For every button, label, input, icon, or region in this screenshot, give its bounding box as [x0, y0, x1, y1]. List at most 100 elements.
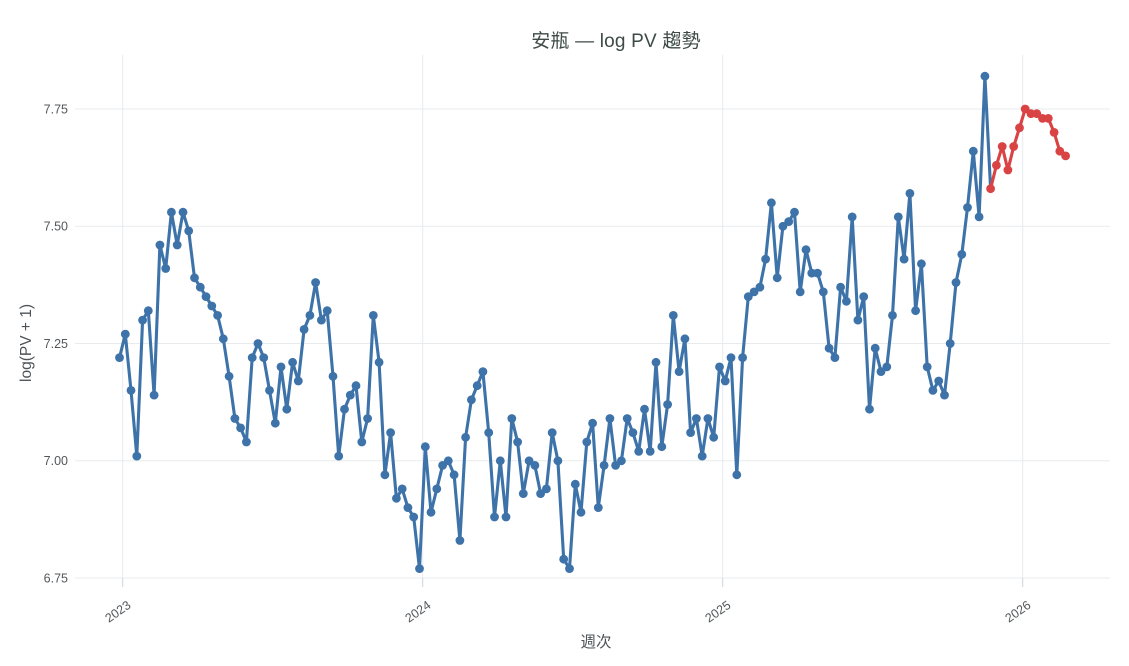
actual-data-point[interactable]: [195, 282, 205, 292]
actual-data-point[interactable]: [657, 442, 667, 452]
actual-data-point[interactable]: [715, 362, 724, 372]
forecast-data-point[interactable]: [986, 184, 995, 194]
actual-data-point[interactable]: [720, 376, 730, 386]
actual-data-point[interactable]: [403, 503, 413, 512]
actual-data-point[interactable]: [588, 418, 597, 428]
actual-data-point[interactable]: [790, 207, 799, 217]
actual-data-point[interactable]: [449, 470, 459, 480]
actual-data-point[interactable]: [115, 353, 124, 362]
actual-data-point[interactable]: [530, 461, 540, 470]
actual-data-point[interactable]: [149, 390, 159, 400]
actual-data-point[interactable]: [865, 404, 874, 414]
actual-data-point[interactable]: [363, 414, 372, 423]
actual-data-point[interactable]: [455, 536, 465, 545]
actual-data-point[interactable]: [559, 554, 569, 564]
actual-data-point[interactable]: [836, 282, 845, 292]
actual-data-point[interactable]: [317, 315, 326, 325]
forecast-data-point[interactable]: [1003, 165, 1013, 175]
actual-data-point[interactable]: [726, 353, 736, 362]
actual-data-point[interactable]: [478, 367, 488, 376]
actual-data-point[interactable]: [167, 207, 176, 217]
actual-data-point[interactable]: [761, 254, 770, 264]
actual-data-point[interactable]: [490, 512, 499, 522]
actual-data-point[interactable]: [893, 212, 903, 222]
actual-data-point[interactable]: [599, 461, 609, 470]
actual-data-point[interactable]: [299, 325, 309, 334]
actual-data-point[interactable]: [161, 264, 171, 273]
actual-data-point[interactable]: [230, 414, 240, 423]
actual-data-point[interactable]: [911, 306, 920, 316]
actual-data-point[interactable]: [305, 311, 315, 320]
actual-data-point[interactable]: [732, 470, 742, 480]
actual-data-point[interactable]: [593, 503, 603, 512]
actual-data-point[interactable]: [692, 414, 701, 423]
actual-data-point[interactable]: [674, 367, 684, 376]
actual-data-point[interactable]: [818, 287, 828, 297]
actual-data-point[interactable]: [767, 198, 776, 208]
actual-data-point[interactable]: [265, 386, 274, 395]
actual-data-point[interactable]: [772, 273, 782, 283]
actual-data-point[interactable]: [968, 146, 978, 156]
actual-data-point[interactable]: [132, 451, 142, 461]
actual-data-point[interactable]: [334, 451, 344, 461]
actual-data-point[interactable]: [576, 507, 586, 517]
actual-data-point[interactable]: [801, 245, 811, 255]
actual-data-point[interactable]: [426, 507, 436, 517]
actual-data-point[interactable]: [374, 357, 384, 367]
actual-data-point[interactable]: [259, 353, 269, 362]
actual-data-point[interactable]: [963, 203, 972, 212]
actual-data-point[interactable]: [507, 414, 517, 423]
actual-data-point[interactable]: [392, 493, 401, 503]
forecast-data-point[interactable]: [1009, 142, 1019, 151]
actual-data-point[interactable]: [340, 404, 349, 414]
actual-data-point[interactable]: [553, 456, 563, 466]
actual-data-point[interactable]: [709, 432, 719, 442]
actual-data-point[interactable]: [236, 423, 246, 433]
actual-data-point[interactable]: [703, 414, 713, 423]
actual-data-point[interactable]: [853, 315, 863, 325]
actual-data-point[interactable]: [247, 353, 257, 362]
actual-data-point[interactable]: [242, 437, 251, 447]
actual-data-point[interactable]: [357, 437, 367, 447]
actual-data-point[interactable]: [270, 418, 280, 428]
actual-data-point[interactable]: [542, 484, 551, 494]
actual-data-point[interactable]: [253, 339, 263, 348]
actual-data-point[interactable]: [420, 442, 430, 452]
actual-data-point[interactable]: [830, 353, 840, 362]
forecast-data-point[interactable]: [1049, 127, 1059, 137]
actual-data-point[interactable]: [518, 489, 528, 498]
actual-data-point[interactable]: [368, 311, 378, 320]
forecast-data-point[interactable]: [1061, 151, 1070, 161]
actual-data-point[interactable]: [888, 311, 897, 320]
actual-data-point[interactable]: [282, 404, 292, 414]
actual-data-point[interactable]: [207, 301, 217, 311]
actual-data-point[interactable]: [859, 292, 869, 301]
actual-data-point[interactable]: [224, 371, 234, 381]
actual-data-point[interactable]: [882, 362, 892, 372]
actual-data-point[interactable]: [663, 400, 672, 409]
actual-data-point[interactable]: [622, 414, 632, 423]
actual-data-point[interactable]: [495, 456, 505, 466]
actual-data-point[interactable]: [668, 311, 678, 320]
actual-data-point[interactable]: [905, 189, 915, 198]
actual-data-point[interactable]: [328, 371, 338, 381]
actual-data-point[interactable]: [824, 343, 834, 353]
actual-data-point[interactable]: [842, 296, 851, 306]
actual-data-point[interactable]: [461, 432, 470, 442]
actual-data-point[interactable]: [178, 207, 188, 217]
actual-data-point[interactable]: [415, 564, 424, 573]
forecast-data-point[interactable]: [997, 142, 1007, 151]
actual-data-point[interactable]: [651, 357, 661, 367]
actual-data-point[interactable]: [293, 376, 303, 386]
actual-data-point[interactable]: [899, 254, 909, 264]
actual-data-point[interactable]: [697, 451, 707, 461]
actual-data-point[interactable]: [870, 343, 880, 353]
actual-data-point[interactable]: [201, 292, 211, 301]
actual-data-point[interactable]: [640, 404, 649, 414]
actual-data-point[interactable]: [628, 428, 638, 437]
actual-data-point[interactable]: [980, 71, 990, 81]
actual-data-point[interactable]: [218, 334, 228, 344]
actual-data-point[interactable]: [784, 217, 794, 227]
forecast-data-point[interactable]: [1015, 123, 1024, 133]
